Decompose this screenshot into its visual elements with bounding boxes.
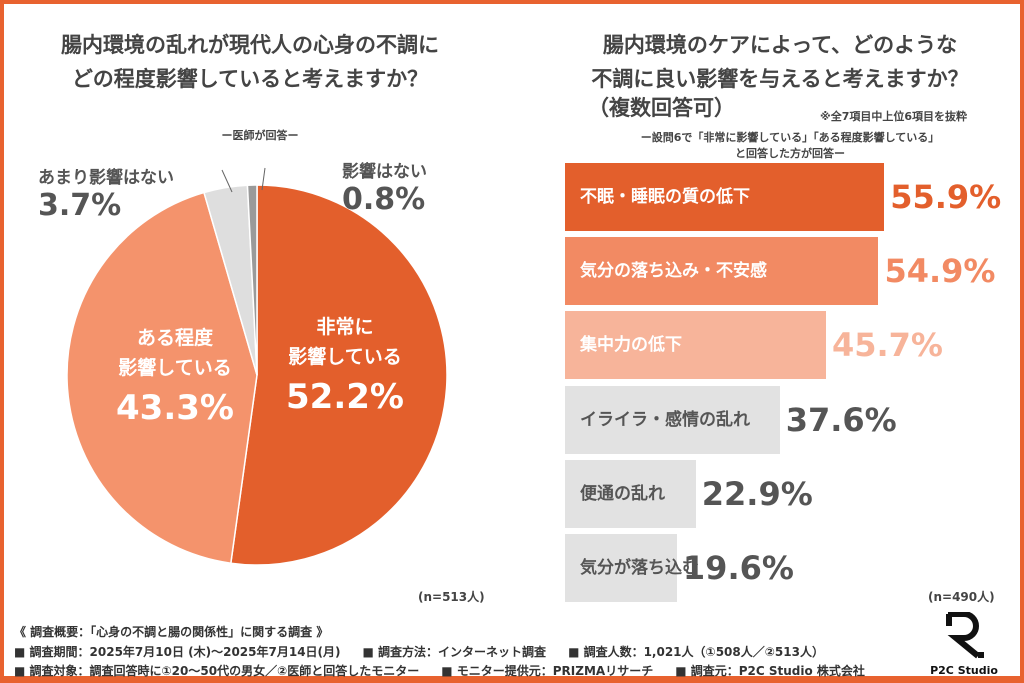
right-subtitle: ー設問6で「非常に影響している」「ある程度影響している」 と回答した方が回答ー [580, 130, 1000, 162]
leader-line [221, 169, 233, 193]
bar-4 [565, 459, 696, 528]
value: 52.2% [286, 377, 404, 417]
right-question-title: 腸内環境のケアによって、どのような 不調に良い影響を与えると考えますか？ [560, 28, 1000, 96]
bar-value: 54.9% [884, 252, 996, 291]
slice-label-0: 非常に影響している 52.2% [270, 312, 420, 422]
value: 3.7% [38, 188, 122, 223]
p2c-logo: P2C Studio [928, 611, 1000, 677]
extraction-note: ※全7項目中上位6項目を抜粋 [820, 110, 968, 123]
bar-label: イライラ・感情の乱れ [580, 409, 750, 430]
label: あまり影響はない [38, 168, 174, 188]
left-question-title: 腸内環境の乱れが現代人の心身の不調に どの程度影響していると考えますか？ [30, 28, 470, 96]
multiple-answer-note: （複数回答可） [588, 96, 735, 120]
title-line: 腸内環境の乱れが現代人の心身の不調に [61, 33, 439, 57]
left-subtitle: ー医師が回答ー [221, 129, 299, 142]
slice-label-2: あまり影響はない 3.7% [38, 163, 174, 223]
survey-method: ■ 調査方法：インターネット調査 [362, 645, 547, 659]
bar-5 [565, 534, 677, 602]
footer-line-3: ■ 調査対象：調査回答時に①20～50代の男女／②医師と回答したモニター ■ モニ… [14, 662, 887, 679]
bar-label: 便通の乱れ [580, 483, 665, 504]
bar-value: 45.7% [831, 326, 943, 365]
value: 43.3% [116, 388, 234, 428]
subtitle-line: と回答した方が回答ー [735, 147, 845, 160]
footer-line-2: ■ 調査期間：2025年7月10日 (木)～2025年7月14日(月) ■ 調査方… [14, 643, 846, 660]
pie-slice-3 [246, 184, 258, 376]
subtitle-line: ー設問6で「非常に影響している」「ある程度影響している」 [640, 131, 940, 144]
leader-line [261, 167, 266, 191]
bar-2 [565, 311, 826, 380]
survey-target: ■ 調査対象：調査回答時に①20～50代の男女／②医師と回答したモニター [14, 664, 420, 678]
bar-label: 不眠・睡眠の質の低下 [580, 187, 750, 207]
label: 影響はない [342, 162, 427, 182]
title-line: 腸内環境のケアによって、どのような [602, 33, 958, 57]
bar-label: 集中力の低下 [580, 335, 682, 356]
bar-3 [565, 385, 780, 454]
p2c-logo-mark [946, 611, 984, 659]
survey-source: ■ 調査元：P2C Studio 株式会社 [675, 664, 865, 678]
bar-1 [565, 237, 879, 306]
bar-0 [565, 163, 885, 231]
slice-label-3: 影響はない 0.8% [342, 157, 427, 217]
bar-value: 22.9% [701, 474, 813, 513]
right-sample-size: (n=490人) [928, 590, 995, 604]
bar-value: 19.6% [682, 549, 794, 587]
bar-label: 気分が落ち込む [580, 558, 699, 578]
monitor-provider: ■ モニター提供元：PRIZMAリサーチ [441, 664, 654, 678]
pie-slice-0 [229, 184, 448, 566]
bar-label: 気分の落ち込み・不安感 [580, 261, 767, 282]
label: 非常に [316, 316, 374, 338]
survey-count: ■ 調査人数：1,021人（①508人／②513人） [568, 645, 824, 659]
label: 影響している [288, 346, 402, 368]
label: ある程度 [136, 327, 213, 349]
logo-text: P2C Studio [930, 664, 998, 677]
title-line: 不調に良い影響を与えると考えますか？ [591, 67, 969, 91]
title-line: どの程度影響していると考えますか？ [71, 67, 429, 91]
pie-slice-1 [66, 191, 258, 565]
bar-value: 37.6% [785, 400, 897, 439]
bar-value: 55.9% [890, 178, 1002, 216]
value: 0.8% [342, 182, 426, 217]
left-sample-size: (n=513人) [418, 590, 485, 604]
survey-period: ■ 調査期間：2025年7月10日 (木)～2025年7月14日(月) [14, 645, 341, 659]
label: 影響している [118, 357, 232, 379]
survey-overview: 《 調査概要：「心身の不調と腸の関係性」に関する調査 》 [14, 625, 329, 639]
slice-label-1: ある程度影響している 43.3% [95, 323, 255, 433]
